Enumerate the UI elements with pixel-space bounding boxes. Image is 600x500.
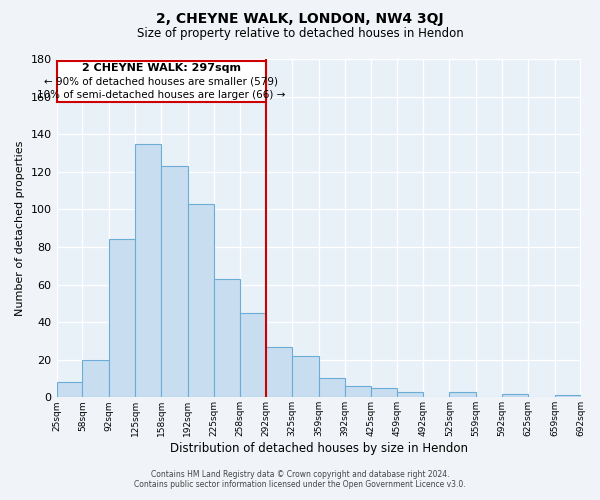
Text: 2, CHEYNE WALK, LONDON, NW4 3QJ: 2, CHEYNE WALK, LONDON, NW4 3QJ [156,12,444,26]
Bar [82,360,109,398]
Text: 2 CHEYNE WALK: 297sqm: 2 CHEYNE WALK: 297sqm [82,63,241,73]
Bar [397,392,424,398]
Bar [345,386,371,398]
Text: Size of property relative to detached houses in Hendon: Size of property relative to detached ho… [137,28,463,40]
Bar [135,144,161,398]
Bar [554,396,581,398]
Bar [292,356,319,398]
Text: Contains HM Land Registry data © Crown copyright and database right 2024.
Contai: Contains HM Land Registry data © Crown c… [134,470,466,489]
Bar [109,240,135,398]
X-axis label: Distribution of detached houses by size in Hendon: Distribution of detached houses by size … [170,442,467,455]
Bar [188,204,214,398]
Bar [214,279,239,398]
Bar [56,382,82,398]
Bar [371,388,397,398]
Bar [266,346,292,398]
Bar [161,166,188,398]
FancyBboxPatch shape [56,61,266,102]
Bar [319,378,345,398]
Text: ← 90% of detached houses are smaller (579): ← 90% of detached houses are smaller (57… [44,76,278,86]
Bar [449,392,476,398]
Y-axis label: Number of detached properties: Number of detached properties [15,140,25,316]
Bar [502,394,528,398]
Text: 10% of semi-detached houses are larger (66) →: 10% of semi-detached houses are larger (… [37,90,286,101]
Bar [239,312,266,398]
